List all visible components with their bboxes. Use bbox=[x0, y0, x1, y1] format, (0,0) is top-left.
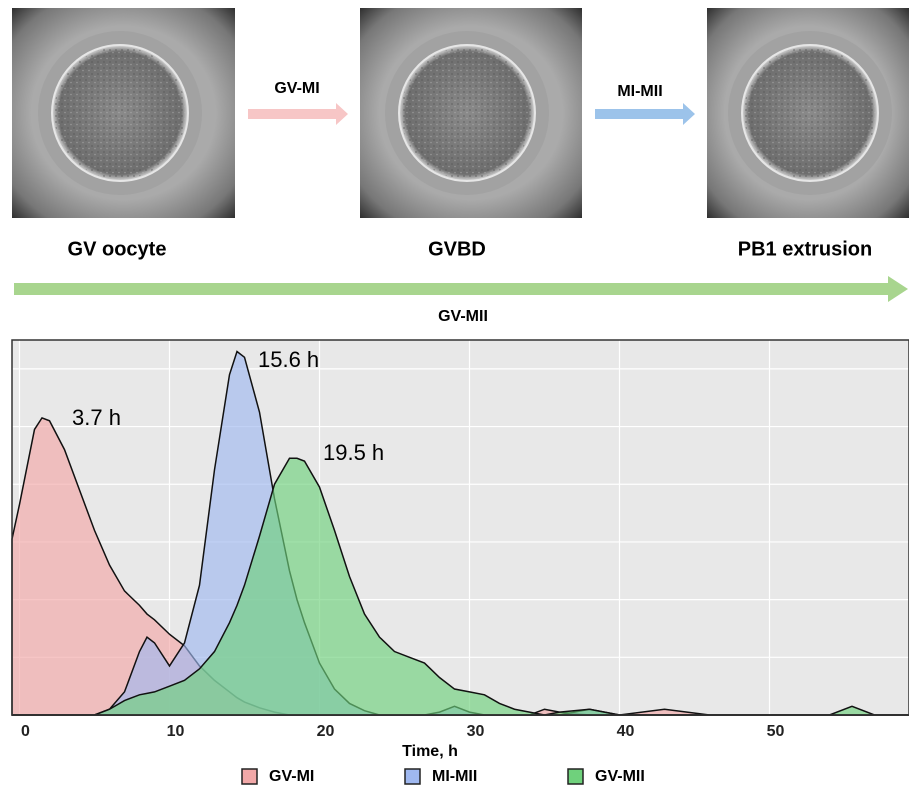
annotation: 19.5 h bbox=[323, 440, 384, 465]
micrograph bbox=[12, 8, 235, 218]
stage-label: PB1 extrusion bbox=[738, 238, 872, 260]
micrograph bbox=[707, 8, 909, 218]
legend-swatch bbox=[404, 768, 421, 785]
legend-item: GV-MII bbox=[567, 768, 645, 785]
arrow bbox=[595, 103, 695, 125]
legend-label: GV-MI bbox=[269, 768, 314, 785]
legend-item: MI-MII bbox=[404, 768, 477, 785]
micrographs bbox=[12, 8, 909, 218]
transition-label: GV-MI bbox=[274, 80, 319, 97]
x-tick-label: 20 bbox=[317, 723, 335, 740]
x-tick-label: 10 bbox=[167, 723, 185, 740]
stage-label: GV oocyte bbox=[68, 238, 167, 260]
legend-label: MI-MII bbox=[432, 768, 477, 785]
stage-label: GVBD bbox=[428, 238, 486, 260]
legend-label: GV-MII bbox=[595, 768, 645, 785]
annotation: 3.7 h bbox=[72, 405, 121, 430]
legend-swatch bbox=[241, 768, 258, 785]
micrograph bbox=[360, 8, 582, 218]
x-tick-label: 0 bbox=[21, 723, 30, 740]
legend-swatch bbox=[567, 768, 584, 785]
legend-item: GV-MI bbox=[241, 768, 314, 785]
x-axis-label: Time, h bbox=[402, 743, 458, 760]
x-tick-label: 40 bbox=[617, 723, 635, 740]
x-tick-label: 50 bbox=[767, 723, 785, 740]
overall-label: GV-MII bbox=[438, 308, 488, 325]
annotation: 15.6 h bbox=[258, 347, 319, 372]
arrow bbox=[14, 276, 908, 302]
chart bbox=[11, 340, 909, 716]
arrow bbox=[248, 103, 348, 125]
plot-frame bbox=[11, 339, 909, 716]
x-tick-label: 30 bbox=[467, 723, 485, 740]
density-area bbox=[12, 457, 909, 716]
transition-label: MI-MII bbox=[617, 83, 662, 100]
